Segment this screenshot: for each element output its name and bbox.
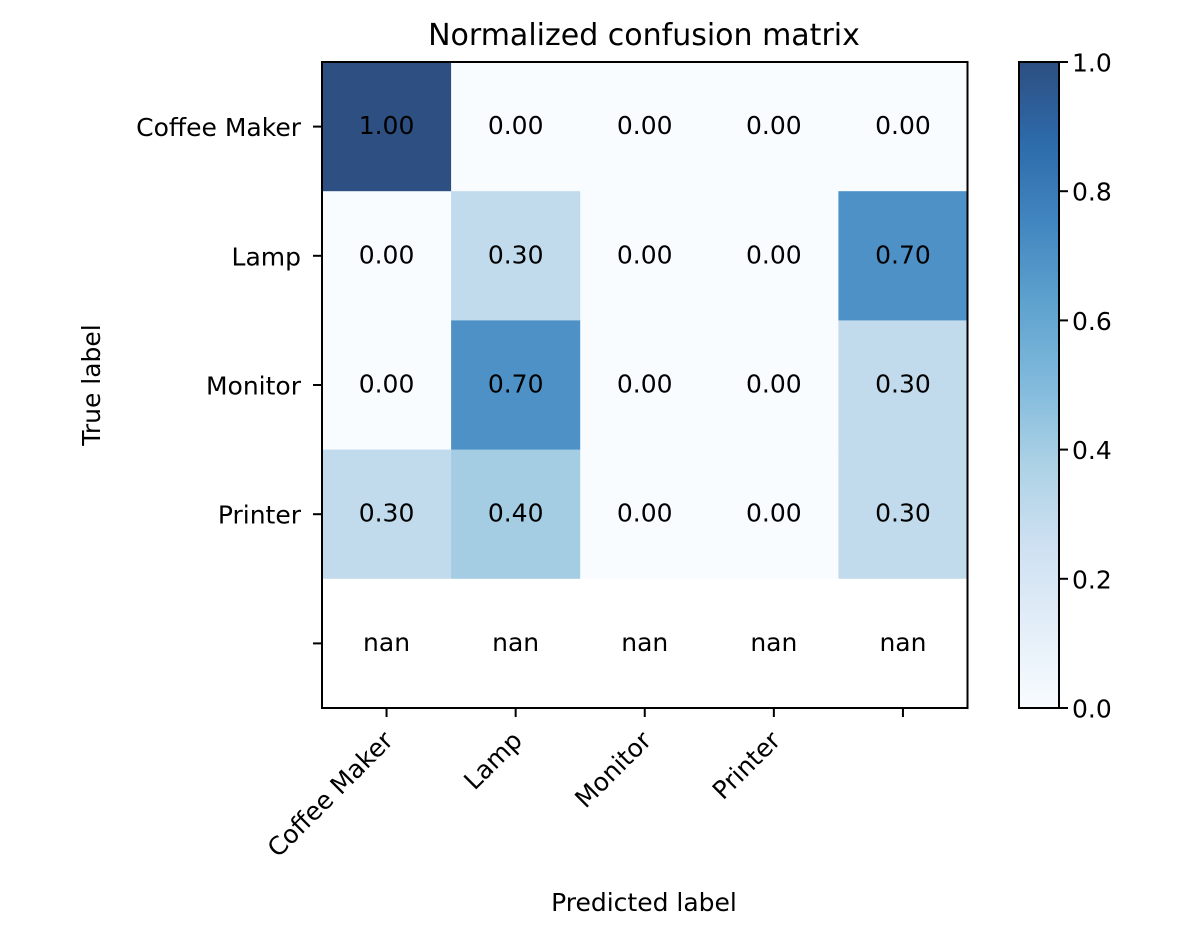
chart-title: Normalized confusion matrix — [428, 18, 860, 53]
heatmap-cell — [709, 191, 839, 321]
y-axis-ticks: Coffee Maker Lamp Monitor Printer — [136, 113, 322, 645]
heatmap-cell — [709, 320, 839, 451]
heatmap-cell — [709, 449, 839, 580]
y-tick-label: Printer — [218, 501, 302, 530]
cell-value-label: nan — [492, 628, 539, 657]
cell-value-label: 0.00 — [617, 499, 673, 528]
cell-value-label: 0.00 — [746, 240, 802, 269]
cell-value-label: 0.00 — [746, 499, 802, 528]
cell-value-label: 0.00 — [359, 370, 415, 399]
heatmap-cell — [451, 320, 581, 451]
x-axis-ticks: Coffee Maker Lamp Monitor Printer — [262, 708, 904, 863]
cell-value-label: 0.00 — [746, 370, 802, 399]
colorbar-tick-label: 0.6 — [1072, 307, 1112, 336]
x-tick-label: Monitor — [569, 725, 657, 813]
heatmap-cells — [322, 62, 969, 709]
cell-value-label: 0.00 — [617, 111, 673, 140]
heatmap-cell — [838, 578, 969, 709]
cell-value-label: 0.00 — [488, 111, 544, 140]
colorbar-tick-label: 0.8 — [1072, 178, 1112, 207]
cell-value-label: 0.40 — [488, 499, 544, 528]
cell-value-label: 0.00 — [359, 240, 415, 269]
heatmap-cell — [322, 320, 452, 451]
heatmap-cell — [838, 62, 969, 192]
cell-value-label: 0.70 — [875, 240, 931, 269]
y-axis-label: True label — [77, 324, 106, 447]
heatmap-cell — [322, 449, 452, 580]
heatmap-cell — [580, 578, 710, 709]
y-tick-label: Coffee Maker — [136, 113, 302, 142]
colorbar — [1018, 61, 1060, 709]
heatmap-cell — [838, 320, 969, 451]
cell-value-label: 0.00 — [617, 240, 673, 269]
cell-value-label: 0.30 — [875, 370, 931, 399]
heatmap-cell — [322, 191, 452, 321]
heatmap-cell — [709, 62, 839, 192]
heatmap-cell — [451, 449, 581, 580]
heatmap-cell — [838, 449, 969, 580]
cell-value-label: nan — [363, 628, 410, 657]
cell-value-label: nan — [879, 628, 926, 657]
heatmap-cell — [580, 449, 710, 580]
cell-value-label: 0.00 — [617, 370, 673, 399]
heatmap-cell — [451, 578, 581, 709]
cell-value-label: 0.30 — [359, 499, 415, 528]
cell-value-label: 0.30 — [875, 499, 931, 528]
x-tick-label: Lamp — [458, 726, 528, 796]
cell-labels: 1.00 0.00 0.00 0.00 0.00 0.00 0.30 0.00 0.00 0.70… — [359, 111, 931, 657]
heatmap-cell — [580, 191, 710, 321]
colorbar-ticks: 0.0 0.2 0.4 0.6 0.8 1.0 — [1059, 49, 1112, 724]
x-tick-label: Printer — [707, 725, 787, 805]
x-axis-label: Predicted label — [551, 888, 737, 917]
cell-value-label: 0.70 — [488, 370, 544, 399]
colorbar-tick-label: 1.0 — [1072, 49, 1112, 78]
y-tick-label: Monitor — [206, 372, 302, 401]
heatmap-cell — [838, 191, 969, 321]
cell-value-label: 0.00 — [746, 111, 802, 140]
heatmap-cell — [580, 320, 710, 451]
colorbar-tick-label: 0.4 — [1072, 436, 1112, 465]
colorbar-tick-label: 0.0 — [1072, 695, 1112, 724]
cell-value-label: 1.00 — [359, 111, 415, 140]
heatmap-cell — [451, 191, 581, 321]
cell-value-label: 0.00 — [875, 111, 931, 140]
heatmap-cell — [322, 62, 452, 192]
heatmap-cell — [322, 578, 452, 709]
heatmap-cell — [451, 62, 581, 192]
cell-value-label: 0.30 — [488, 240, 544, 269]
cell-value-label: nan — [750, 628, 797, 657]
heatmap-cell — [580, 62, 710, 192]
x-tick-label: Coffee Maker — [262, 725, 400, 863]
cell-value-label: nan — [621, 628, 668, 657]
y-tick-label: Lamp — [232, 242, 301, 271]
colorbar-tick-label: 0.2 — [1072, 565, 1112, 594]
heatmap-cell — [709, 578, 839, 709]
